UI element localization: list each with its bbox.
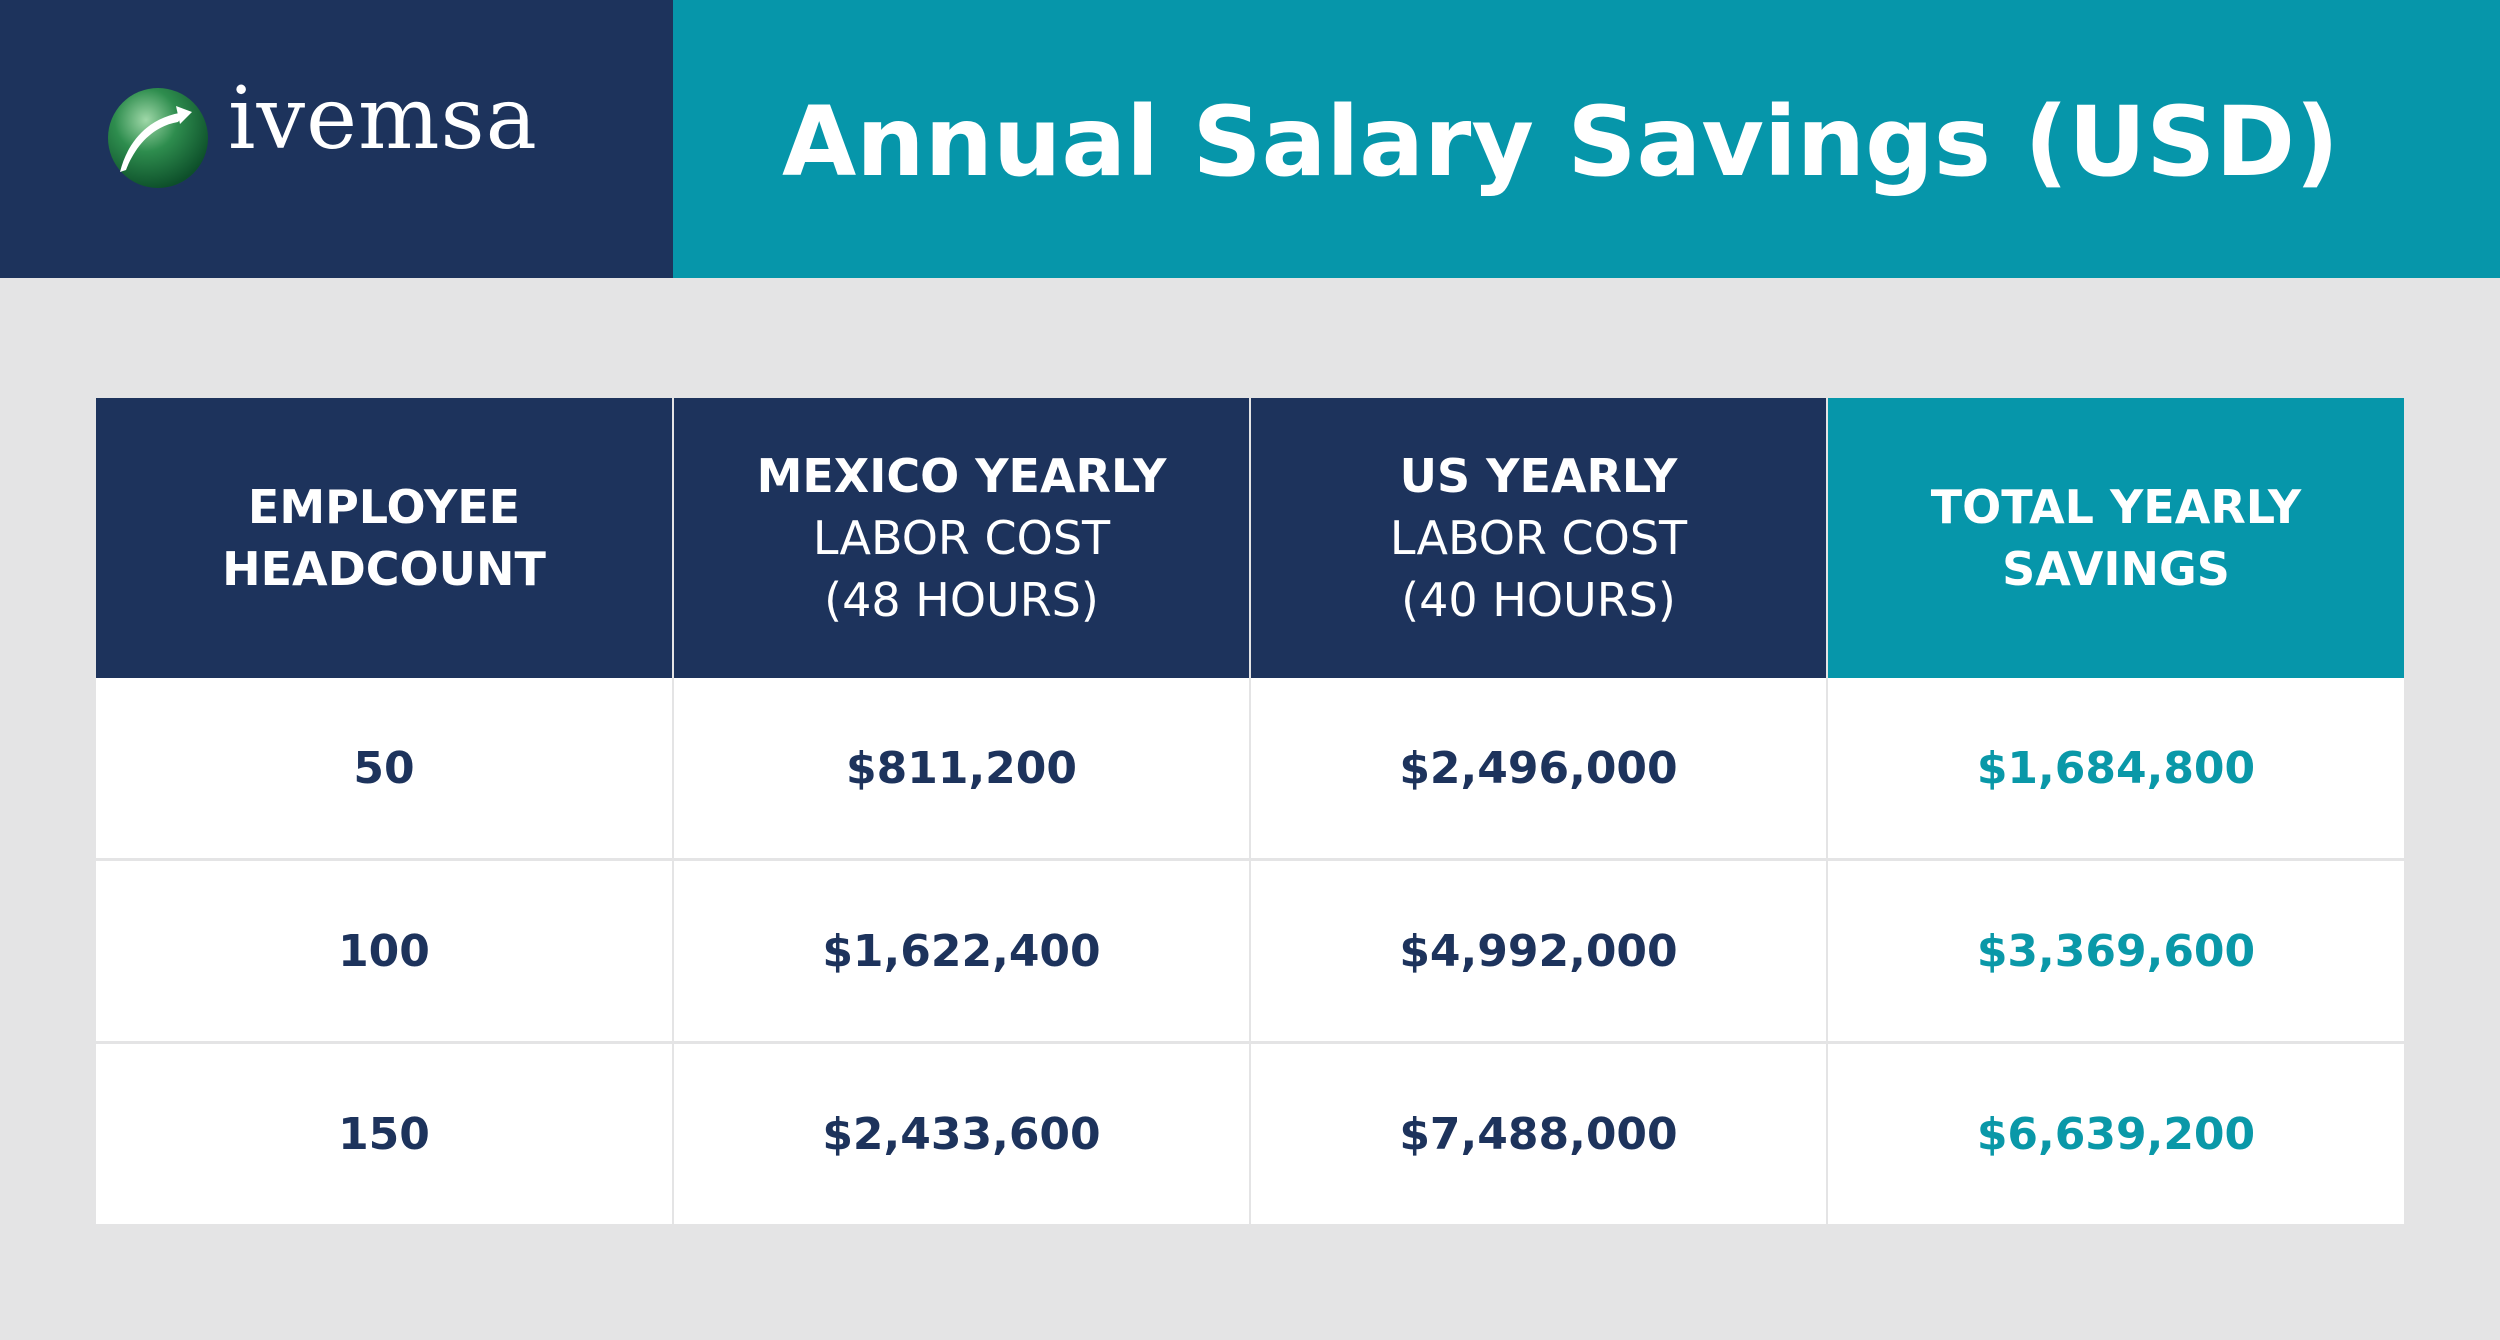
- cell-us-cost: $2,496,000: [1250, 678, 1828, 860]
- header-mexico-cost: MEXICO YEARLY LABOR COST (48 HOURS): [673, 398, 1251, 678]
- header-bold-line: US YEARLY: [1399, 449, 1678, 503]
- cell-headcount: 50: [96, 678, 674, 860]
- header-bold-line: HEADCOUNT: [222, 542, 546, 596]
- header-total-savings: TOTAL YEARLY SAVINGS: [1827, 398, 2404, 678]
- page-title: Annual Salary Savings (USD): [782, 86, 2339, 198]
- table-row: 150 $2,433,600 $7,488,000 $6,639,200: [96, 1041, 2404, 1224]
- title-panel: [673, 0, 2500, 278]
- header-bold-line: MEXICO YEARLY: [756, 449, 1167, 503]
- cell-headcount: 100: [96, 858, 674, 1043]
- cell-savings: $1,684,800: [1827, 678, 2404, 860]
- header-us-cost: US YEARLY LABOR COST (40 HOURS): [1250, 398, 1828, 678]
- header-light-line: (40 HOURS): [1401, 573, 1676, 627]
- cell-mexico-cost: $811,200: [673, 678, 1251, 860]
- header-bold-line: TOTAL YEARLY: [1930, 480, 2302, 534]
- cell-savings: $6,639,200: [1827, 1041, 2404, 1224]
- cell-mexico-cost: $2,433,600: [673, 1041, 1251, 1224]
- cell-mexico-cost: $1,622,400: [673, 858, 1251, 1043]
- header-light-line: (48 HOURS): [824, 573, 1099, 627]
- header-bold-line: EMPLOYEE: [247, 480, 521, 534]
- table-header-row: EMPLOYEE HEADCOUNT MEXICO YEARLY LABOR C…: [96, 398, 2404, 678]
- cell-headcount: 150: [96, 1041, 674, 1224]
- table-row: 100 $1,622,400 $4,992,000 $3,369,600: [96, 858, 2404, 1043]
- savings-table: EMPLOYEE HEADCOUNT MEXICO YEARLY LABOR C…: [96, 398, 2404, 1224]
- table-row: 50 $811,200 $2,496,000 $1,684,800: [96, 678, 2404, 860]
- cell-savings: $3,369,600: [1827, 858, 2404, 1043]
- header-bold-line: SAVINGS: [2002, 542, 2230, 596]
- header-light-line: LABOR COST: [1389, 511, 1688, 565]
- header-light-line: LABOR COST: [812, 511, 1111, 565]
- logo-panel: ivemsa: [0, 0, 673, 278]
- savings-table-container: EMPLOYEE HEADCOUNT MEXICO YEARLY LABOR C…: [96, 398, 2404, 1224]
- globe-swoosh-icon: [108, 88, 208, 188]
- brand-logo-text: ivemsa: [228, 69, 538, 169]
- header-employee-headcount: EMPLOYEE HEADCOUNT: [96, 398, 674, 678]
- cell-us-cost: $7,488,000: [1250, 1041, 1828, 1224]
- cell-us-cost: $4,992,000: [1250, 858, 1828, 1043]
